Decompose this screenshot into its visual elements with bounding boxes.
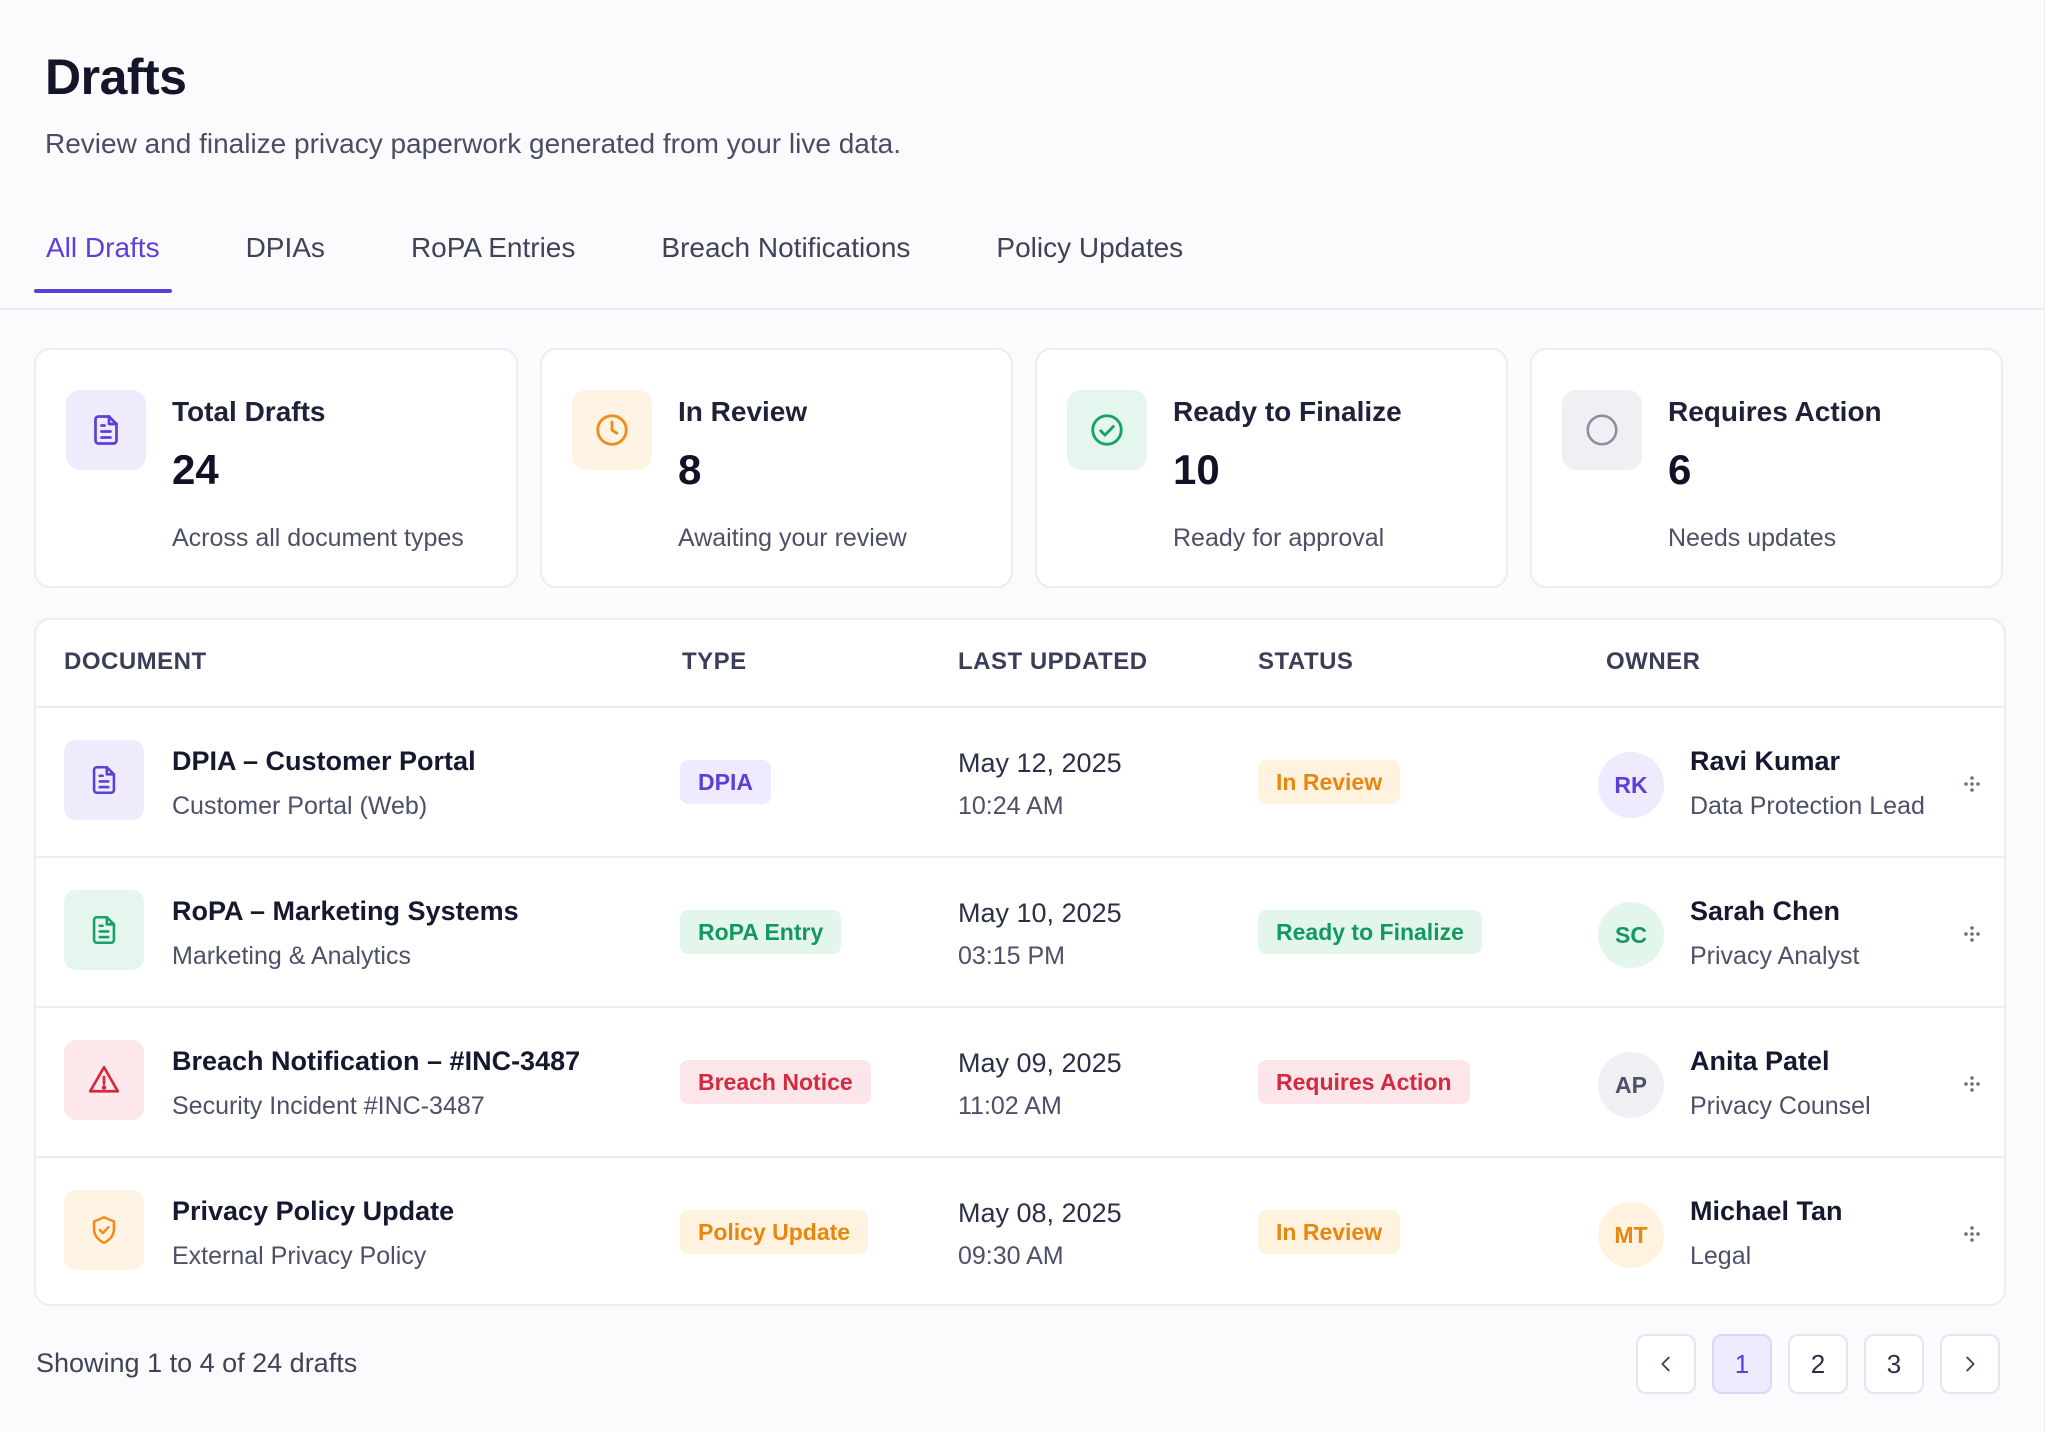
table-row[interactable]: RoPA – Marketing Systems Marketing & Ana… — [36, 858, 2004, 1008]
previous-page-button[interactable] — [1636, 1334, 1696, 1394]
table-row[interactable]: Breach Notification – #INC-3487 Security… — [36, 1008, 2004, 1158]
next-page-button[interactable] — [1940, 1334, 2000, 1394]
document-subtitle: Customer Portal (Web) — [172, 792, 428, 820]
page-button-2[interactable]: 2 — [1788, 1334, 1848, 1394]
page-button-1[interactable]: 1 — [1712, 1334, 1772, 1394]
owner-name: Sarah Chen — [1690, 896, 1841, 926]
status-badge: Ready to Finalize — [1258, 910, 1482, 954]
card-value: 8 — [678, 446, 702, 493]
warning-icon — [64, 1040, 144, 1120]
card-total-drafts: Total Drafts 24 Across all document type… — [34, 348, 518, 588]
tab-policy-updates[interactable]: Policy Updates — [996, 232, 1184, 263]
last-updated-time: 10:24 AM — [958, 792, 1064, 820]
more-options-icon[interactable] — [1952, 1064, 1992, 1104]
clock-icon — [572, 390, 652, 470]
owner-name: Anita Patel — [1690, 1046, 1830, 1076]
check-circle-icon — [1067, 390, 1147, 470]
document-title[interactable]: Breach Notification – #INC-3487 — [172, 1046, 581, 1076]
card-requires-action: Requires Action 6 Needs updates — [1530, 348, 2003, 588]
column-header-status[interactable]: STATUS — [1258, 648, 1354, 675]
column-header-last-updated[interactable]: LAST UPDATED — [958, 648, 1148, 675]
chevron-left-icon — [1661, 1356, 1670, 1372]
owner-name: Michael Tan — [1690, 1196, 1843, 1226]
tab-dpias[interactable]: DPIAs — [245, 232, 325, 263]
card-label: Requires Action — [1668, 396, 1882, 427]
more-options-icon[interactable] — [1952, 914, 1992, 954]
page-button-3[interactable]: 3 — [1864, 1334, 1924, 1394]
shield-icon — [64, 1190, 144, 1270]
column-header-owner[interactable]: OWNER — [1606, 648, 1701, 675]
last-updated-date: May 08, 2025 — [958, 1198, 1122, 1228]
type-badge: DPIA — [680, 760, 771, 804]
chevron-right-icon — [1966, 1356, 1975, 1372]
more-options-icon[interactable] — [1952, 1214, 1992, 1254]
card-value: 10 — [1173, 446, 1220, 493]
card-ready-to-finalize: Ready to Finalize 10 Ready for approval — [1035, 348, 1508, 588]
document-title[interactable]: RoPA – Marketing Systems — [172, 896, 519, 926]
last-updated-time: 11:02 AM — [958, 1092, 1062, 1120]
pagination-summary: Showing 1 to 4 of 24 drafts — [36, 1348, 358, 1378]
last-updated-date: May 10, 2025 — [958, 898, 1122, 928]
owner-name: Ravi Kumar — [1690, 746, 1841, 776]
document-subtitle: Security Incident #INC-3487 — [172, 1092, 485, 1120]
page-header: Drafts Review and finalize privacy paper… — [0, 0, 2044, 160]
document-subtitle: Marketing & Analytics — [172, 942, 411, 970]
document-subtitle: External Privacy Policy — [172, 1242, 427, 1270]
circle-icon — [1562, 390, 1642, 470]
owner-role: Privacy Counsel — [1690, 1092, 1871, 1120]
avatar: SC — [1598, 902, 1664, 968]
card-label: Ready to Finalize — [1173, 396, 1402, 427]
type-badge: Breach Notice — [680, 1060, 871, 1104]
tab-bar: All Drafts DPIAs RoPA Entries Breach Not… — [0, 220, 2044, 310]
tab-breach-notifications[interactable]: Breach Notifications — [661, 232, 911, 263]
document-icon — [64, 740, 144, 820]
avatar: AP — [1598, 1052, 1664, 1118]
card-label: In Review — [678, 396, 808, 427]
drafts-table: DOCUMENT TYPE LAST UPDATED STATUS OWNER … — [34, 618, 2006, 1306]
status-badge: Requires Action — [1258, 1060, 1470, 1104]
column-header-document[interactable]: DOCUMENT — [64, 648, 207, 675]
card-description: Needs updates — [1668, 524, 1837, 552]
table-row[interactable]: Privacy Policy Update External Privacy P… — [36, 1158, 2004, 1304]
last-updated-date: May 09, 2025 — [958, 1048, 1122, 1078]
card-value: 24 — [172, 446, 219, 493]
avatar: RK — [1598, 752, 1664, 818]
page-subtitle: Review and finalize privacy paperwork ge… — [45, 128, 901, 159]
card-description: Ready for approval — [1173, 524, 1385, 552]
type-badge: Policy Update — [680, 1210, 869, 1254]
document-title[interactable]: Privacy Policy Update — [172, 1196, 455, 1226]
card-value: 6 — [1668, 446, 1692, 493]
table-row[interactable]: DPIA – Customer Portal Customer Portal (… — [36, 708, 2004, 858]
type-badge: RoPA Entry — [680, 910, 842, 954]
last-updated-time: 09:30 AM — [958, 1242, 1064, 1270]
column-header-type[interactable]: TYPE — [682, 648, 747, 675]
document-icon — [64, 890, 144, 970]
card-label: Total Drafts — [172, 396, 326, 427]
page-title: Drafts — [45, 49, 187, 105]
card-description: Across all document types — [172, 524, 464, 552]
pagination: 1 2 3 — [1636, 1334, 2000, 1394]
document-title[interactable]: DPIA – Customer Portal — [172, 746, 476, 776]
last-updated-time: 03:15 PM — [958, 942, 1066, 970]
card-description: Awaiting your review — [678, 524, 907, 552]
status-badge: In Review — [1258, 1210, 1401, 1254]
owner-role: Data Protection Lead — [1690, 792, 1925, 820]
more-options-icon[interactable] — [1952, 764, 1992, 804]
last-updated-date: May 12, 2025 — [958, 748, 1122, 778]
status-badge: In Review — [1258, 760, 1401, 804]
tab-ropa-entries[interactable]: RoPA Entries — [410, 232, 576, 263]
tab-all-drafts[interactable]: All Drafts — [34, 220, 172, 308]
avatar: MT — [1598, 1202, 1664, 1268]
document-icon — [66, 390, 146, 470]
summary-cards: Total Drafts 24 Across all document type… — [34, 348, 2003, 588]
owner-role: Legal — [1690, 1242, 1752, 1270]
table-header: DOCUMENT TYPE LAST UPDATED STATUS OWNER — [36, 620, 2004, 708]
owner-role: Privacy Analyst — [1690, 942, 1860, 970]
card-in-review: In Review 8 Awaiting your review — [540, 348, 1013, 588]
